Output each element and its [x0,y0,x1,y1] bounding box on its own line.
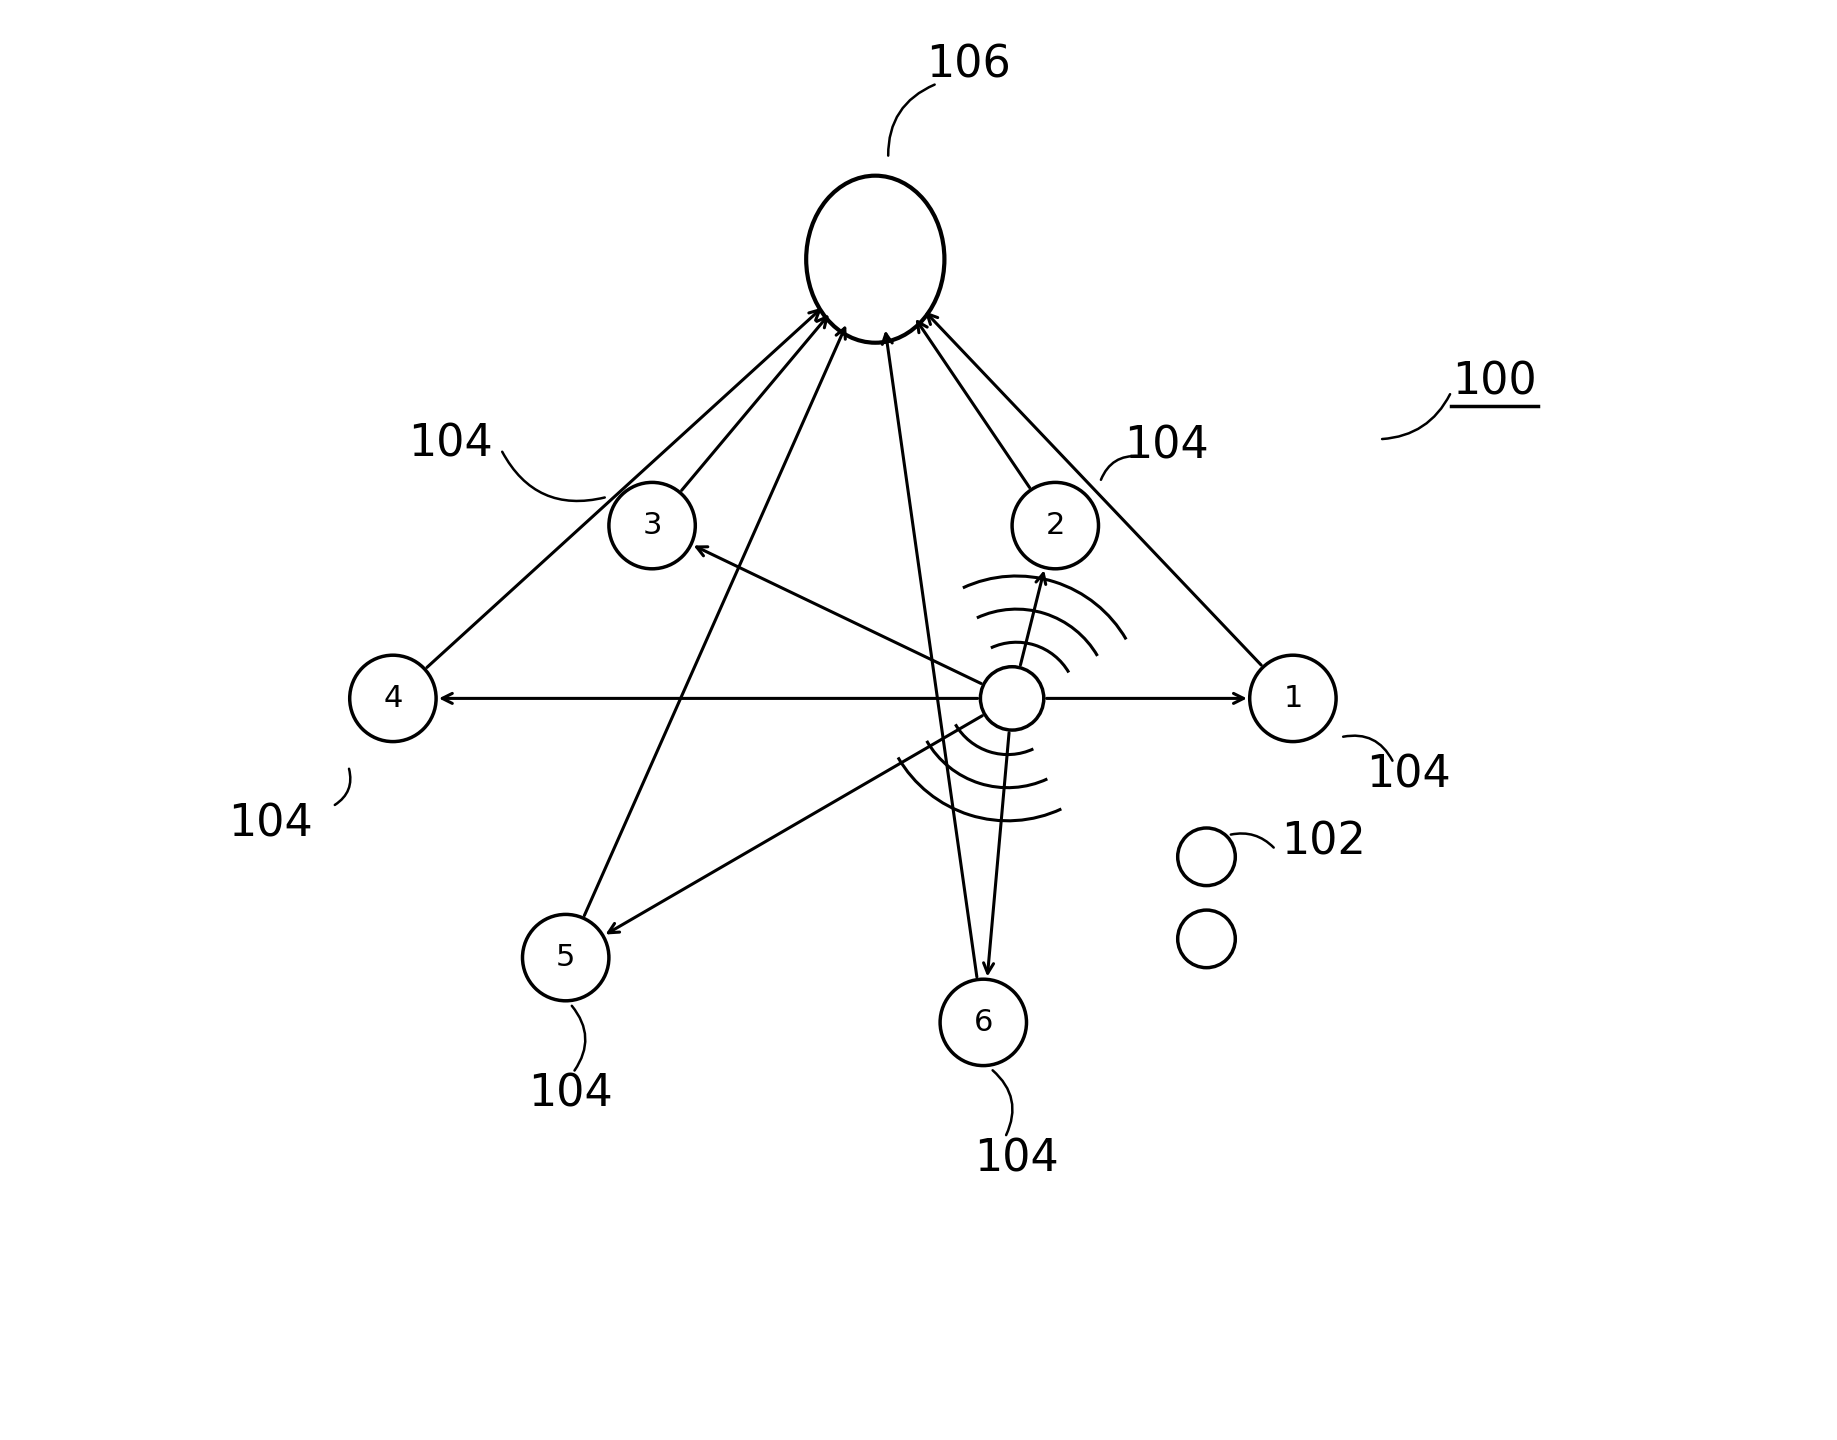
Text: 1: 1 [1284,684,1302,713]
Text: 104: 104 [408,422,492,465]
Text: 5: 5 [557,943,575,972]
Text: 104: 104 [527,1073,612,1116]
Text: 106: 106 [926,43,1012,86]
Text: 104: 104 [1124,425,1209,468]
Text: 102: 102 [1282,821,1367,864]
Text: 100: 100 [1451,360,1538,403]
Text: 104: 104 [974,1138,1058,1181]
Text: 2: 2 [1045,511,1065,540]
Text: 104: 104 [228,802,312,845]
Text: 3: 3 [643,511,661,540]
Text: 104: 104 [1365,753,1451,796]
Text: 6: 6 [974,1008,994,1037]
Text: 4: 4 [384,684,402,713]
